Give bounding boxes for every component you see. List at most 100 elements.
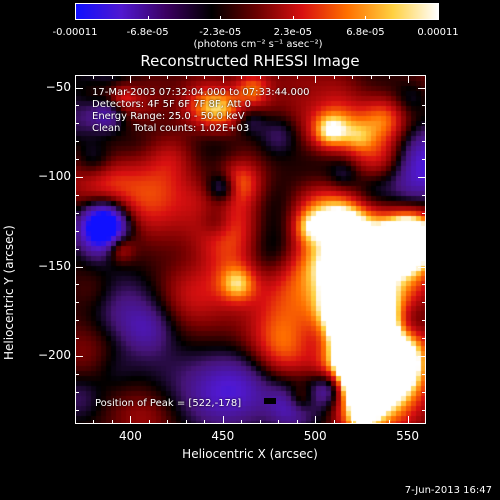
y-minor-tick xyxy=(75,409,79,411)
y-axis-label: Heliocentric Y (arcsec) xyxy=(2,225,16,360)
y-minor-tick xyxy=(422,391,426,393)
y-minor-tick xyxy=(422,248,426,250)
y-minor-tick xyxy=(75,230,79,232)
y-minor-tick xyxy=(422,141,426,143)
y-minor-tick xyxy=(75,373,79,375)
y-minor-tick xyxy=(75,302,79,304)
x-tick-bottom xyxy=(130,416,132,424)
y-minor-tick xyxy=(422,230,426,232)
y-minor-tick xyxy=(75,248,79,250)
x-minor-tick xyxy=(389,75,391,79)
colorbar-tick xyxy=(147,16,149,20)
colorbar-tick xyxy=(292,16,294,20)
y-tick-label: −100 xyxy=(38,169,71,183)
peak-marker xyxy=(264,398,276,404)
colorbar-tick-label: -0.00011 xyxy=(52,27,98,38)
y-tick-right xyxy=(418,87,426,89)
timestamp: 7-Jun-2013 16:47 xyxy=(404,485,492,496)
x-minor-tick xyxy=(333,75,335,79)
y-minor-tick xyxy=(75,212,79,214)
y-tick-left xyxy=(75,177,83,178)
x-tick-label: 500 xyxy=(303,429,327,443)
x-minor-tick xyxy=(111,420,113,424)
x-minor-tick xyxy=(111,75,113,79)
x-minor-tick xyxy=(259,420,261,424)
x-minor-tick xyxy=(296,420,298,424)
y-minor-tick xyxy=(422,320,426,322)
y-minor-tick xyxy=(422,373,426,375)
y-minor-tick xyxy=(75,391,79,393)
plot-frame: 17-Mar-2003 07:32:04.000 to 07:33:44.000… xyxy=(75,75,426,424)
y-tick-left xyxy=(75,355,83,357)
colorbar-tick xyxy=(75,16,76,20)
y-minor-tick xyxy=(75,194,79,196)
x-minor-tick xyxy=(167,75,169,79)
x-minor-tick xyxy=(241,420,243,424)
y-minor-tick xyxy=(422,194,426,196)
colorbar-tick-label: 2.3e-05 xyxy=(273,27,312,38)
colorbar-tick xyxy=(365,16,367,20)
rhessi-image-map xyxy=(76,76,425,423)
colorbar-tick xyxy=(438,16,439,20)
x-minor-tick xyxy=(278,420,280,424)
colorbar-tick-label: 6.8e-05 xyxy=(346,27,385,38)
x-tick-label: 550 xyxy=(396,429,419,443)
x-minor-tick xyxy=(148,420,150,424)
y-tick-label: −50 xyxy=(45,79,71,94)
x-minor-tick xyxy=(370,75,372,79)
y-minor-tick xyxy=(75,159,79,161)
x-minor-tick xyxy=(148,75,150,79)
x-minor-tick xyxy=(352,420,354,424)
colorbar xyxy=(75,3,439,20)
y-tick-right xyxy=(418,355,426,357)
info-detectors: Detectors: 4F 5F 6F 7F 8F, Att 0 xyxy=(92,99,252,110)
info-clean-counts: Clean Total counts: 1.02E+03 xyxy=(92,123,250,134)
plot-title: Reconstructed RHESSI Image xyxy=(140,52,360,70)
x-minor-tick xyxy=(185,420,187,424)
x-minor-tick xyxy=(278,75,280,79)
x-minor-tick xyxy=(204,75,206,79)
y-minor-tick xyxy=(422,284,426,286)
x-minor-tick xyxy=(204,420,206,424)
x-tick-top xyxy=(130,75,132,83)
y-minor-tick xyxy=(422,302,426,304)
y-minor-tick xyxy=(422,159,426,161)
x-tick-top xyxy=(407,75,409,83)
x-tick-label: 450 xyxy=(211,429,235,443)
x-minor-tick xyxy=(296,75,298,79)
y-tick-right xyxy=(418,266,426,268)
colorbar-tick-label: -6.8e-05 xyxy=(126,27,169,38)
x-minor-tick xyxy=(370,420,372,424)
x-tick-top xyxy=(315,75,317,83)
y-tick-left xyxy=(75,266,83,268)
y-minor-tick xyxy=(75,320,79,322)
x-minor-tick xyxy=(93,75,95,79)
x-tick-bottom xyxy=(222,416,224,424)
colorbar-tick-label: -2.3e-05 xyxy=(199,27,242,38)
y-tick-label: −200 xyxy=(38,347,71,362)
x-minor-tick xyxy=(167,420,169,424)
y-minor-tick xyxy=(422,212,426,214)
info-time-range: 17-Mar-2003 07:32:04.000 to 07:33:44.000 xyxy=(92,87,310,98)
info-peak-position: Position of Peak = [522,-178] xyxy=(95,398,242,409)
y-tick-left xyxy=(75,87,83,89)
y-minor-tick xyxy=(422,105,426,107)
x-minor-tick xyxy=(352,75,354,79)
x-minor-tick xyxy=(333,420,335,424)
y-minor-tick xyxy=(75,338,79,340)
y-minor-tick xyxy=(75,284,79,286)
x-tick-bottom xyxy=(407,416,409,424)
colorbar-tick-label: 0.00011 xyxy=(417,27,459,38)
y-minor-tick xyxy=(75,105,79,107)
x-tick-label: 400 xyxy=(118,429,142,443)
x-minor-tick xyxy=(389,420,391,424)
colorbar-tick xyxy=(220,16,222,20)
x-tick-top xyxy=(222,75,224,83)
x-minor-tick xyxy=(259,75,261,79)
y-tick-label: −150 xyxy=(38,258,71,273)
colorbar-units-label: (photons cm⁻² s⁻¹ asec⁻²) xyxy=(193,39,323,50)
y-minor-tick xyxy=(422,409,426,411)
x-minor-tick xyxy=(93,420,95,424)
y-minor-tick xyxy=(75,141,79,143)
y-minor-tick xyxy=(422,123,426,125)
